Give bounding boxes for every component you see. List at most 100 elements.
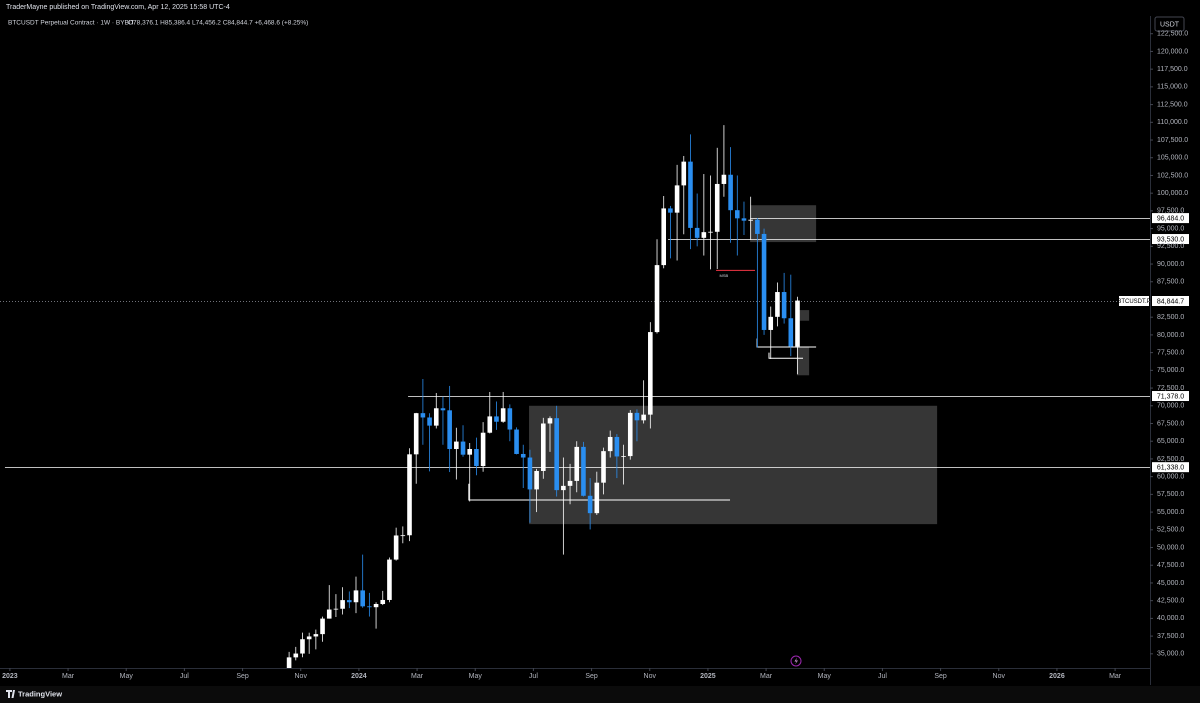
y-tick-label: 50,000.0	[1157, 544, 1184, 551]
x-tick-label: Mar	[62, 673, 75, 680]
y-tick-label: 107,500.0	[1157, 137, 1188, 144]
x-tick-label: Jul	[878, 673, 887, 680]
level-label-box	[1152, 391, 1189, 402]
candle-body	[500, 408, 506, 422]
level-label: 61,338.0	[1157, 465, 1184, 472]
candle-body	[520, 453, 526, 458]
y-tick-label: 110,000.0	[1157, 119, 1188, 126]
candle-body	[614, 436, 620, 457]
y-tick-label: 62,500.0	[1157, 456, 1184, 463]
x-tick-label: May	[469, 673, 483, 680]
candle-body	[627, 412, 633, 457]
candle-body	[487, 416, 493, 433]
level-label: 96,484.0	[1157, 215, 1184, 222]
candle-body	[393, 535, 399, 560]
currency-box[interactable]	[1154, 16, 1185, 32]
y-tick-label: 37,500.0	[1157, 633, 1184, 640]
candle-body	[407, 454, 412, 536]
x-tick-label: Jul	[180, 673, 189, 680]
candle-body	[514, 429, 519, 454]
drawing-line	[468, 483, 731, 501]
y-tick-label: 95,000.0	[1157, 225, 1184, 232]
x-tick-label: May	[120, 673, 134, 680]
candle-body	[347, 600, 352, 603]
candle-body	[527, 457, 533, 490]
y-tick-label: 80,000.0	[1157, 332, 1184, 339]
y-tick-label: 65,000.0	[1157, 438, 1184, 445]
candle-body	[507, 408, 513, 430]
zone	[796, 310, 810, 321]
y-tick-label: 77,500.0	[1157, 349, 1184, 356]
candle-body	[788, 318, 794, 347]
candle-body	[387, 559, 392, 600]
candle-body	[360, 590, 365, 607]
y-tick-label: 40,000.0	[1157, 615, 1184, 622]
candle-body	[367, 606, 372, 608]
y-tick-label: 75,000.0	[1157, 367, 1184, 374]
y-tick-label: 67,500.0	[1157, 420, 1184, 427]
x-tick-label: 2025	[700, 673, 716, 680]
candle-body	[313, 634, 319, 637]
candle-body	[554, 418, 559, 491]
candle-body	[775, 292, 780, 317]
brand-logo	[6, 690, 15, 698]
level-label: 93,530.0	[1157, 236, 1184, 243]
candle-body	[474, 449, 479, 467]
candle-body	[621, 456, 626, 457]
y-tick-label: 100,000.0	[1157, 190, 1188, 197]
candle-body	[567, 480, 573, 486]
candle-body	[561, 485, 566, 491]
y-tick-label: 87,500.0	[1157, 279, 1184, 286]
candle-body	[320, 618, 325, 635]
y-tick-label: 72,500.0	[1157, 385, 1184, 392]
x-tick-label: Jul	[529, 673, 538, 680]
candle-body	[634, 412, 640, 421]
x-tick-label: Mar	[1109, 673, 1122, 680]
y-tick-label: 60,000.0	[1157, 473, 1184, 480]
annotation: MSB	[720, 273, 729, 278]
x-tick-label: 2026	[1049, 673, 1065, 680]
y-tick-label: 47,500.0	[1157, 562, 1184, 569]
zone	[750, 205, 817, 243]
candle-body	[688, 161, 693, 228]
event-bolt	[794, 657, 798, 665]
x-tick-label: Nov	[295, 673, 308, 680]
x-tick-label: Sep	[934, 673, 947, 680]
x-tick-label: May	[818, 673, 832, 680]
footer	[0, 686, 1200, 703]
candle-body	[741, 218, 747, 221]
y-tick-label: 90,000.0	[1157, 261, 1184, 268]
x-tick-label: Sep	[236, 673, 249, 680]
candle-body	[674, 185, 680, 213]
candle-body	[440, 408, 446, 411]
candle-body	[420, 413, 426, 418]
candle-body	[427, 417, 432, 426]
candle-body	[467, 449, 473, 455]
candle-body	[641, 414, 646, 421]
currency[interactable]: USDT	[1160, 21, 1180, 28]
candle-body	[286, 657, 292, 668]
x-tick-label: Mar	[760, 673, 773, 680]
candle-body	[306, 636, 312, 640]
y-tick-label: 97,500.0	[1157, 208, 1184, 215]
level-label: 71,378.0	[1157, 393, 1184, 400]
candle-body	[454, 441, 459, 450]
candle-body	[681, 161, 687, 186]
y-tick-label: 117,500.0	[1157, 66, 1188, 73]
event-icon[interactable]	[790, 655, 802, 667]
candle-body	[607, 436, 613, 452]
candle-body	[661, 208, 667, 266]
y-tick-label: 122,500.0	[1157, 31, 1188, 38]
candle-body	[601, 451, 606, 483]
candle-body	[781, 292, 787, 319]
candle-body	[353, 590, 359, 603]
y-tick-label: 57,500.0	[1157, 491, 1184, 498]
brand-name: TradingView	[18, 689, 62, 698]
x-tick-label: Nov	[993, 673, 1006, 680]
candle-body	[581, 446, 586, 496]
level-label-box	[1152, 234, 1189, 245]
last-price-box	[1152, 296, 1189, 306]
